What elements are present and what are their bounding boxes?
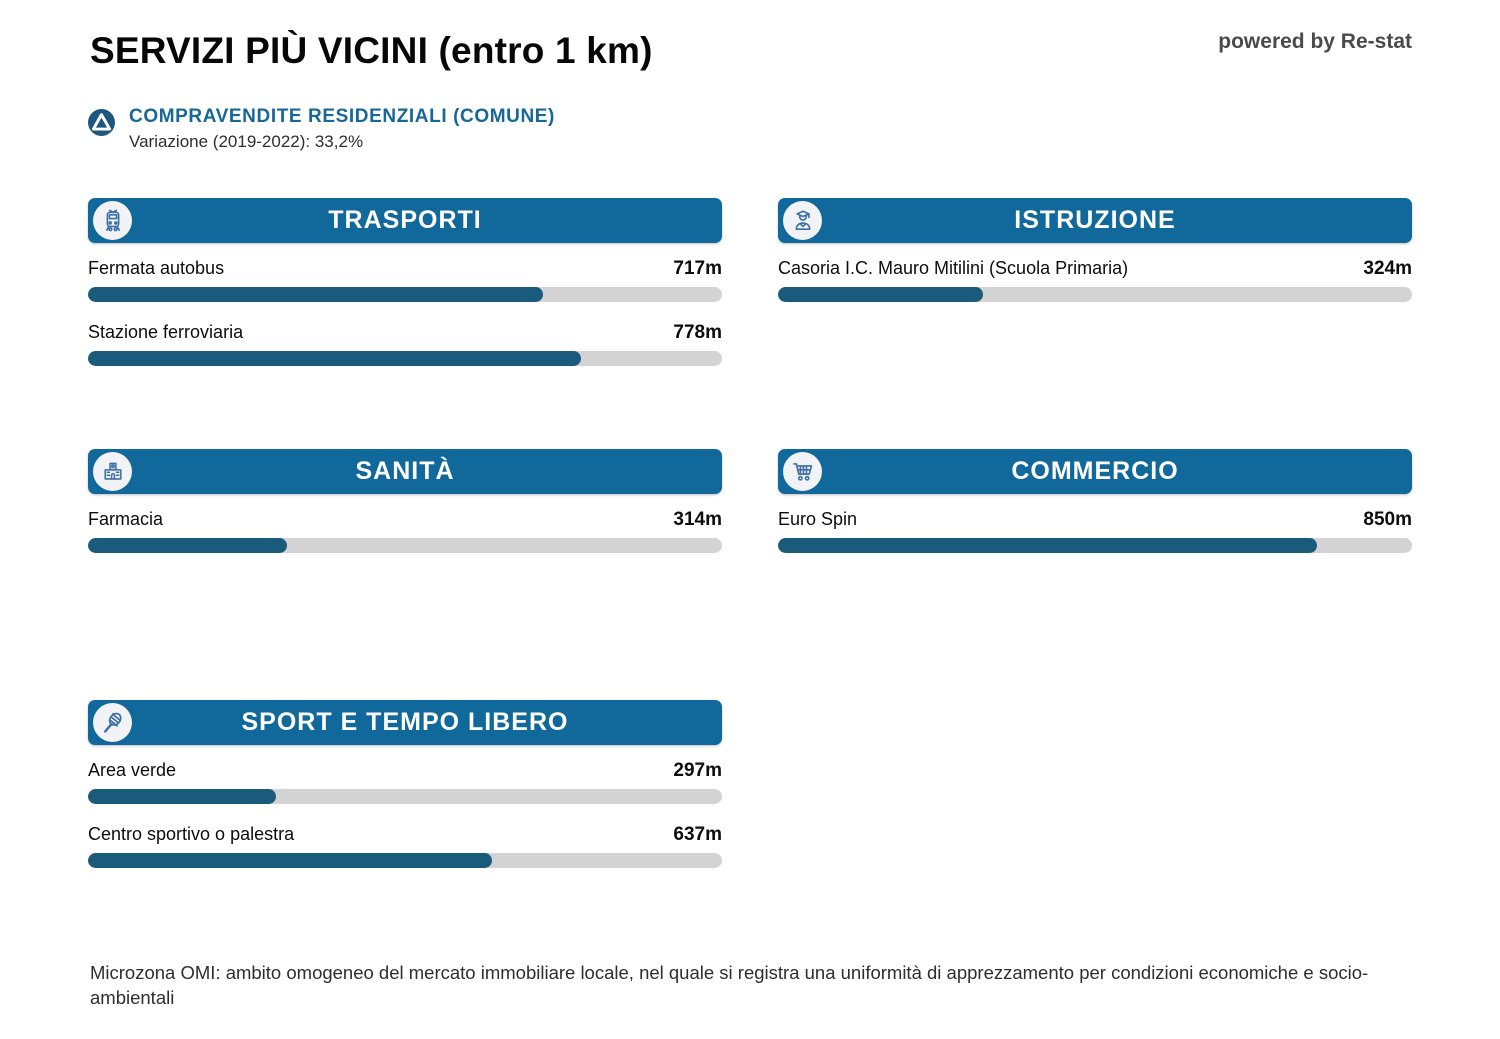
hospital-icon [93, 452, 132, 491]
service-item: Euro Spin 850m [778, 509, 1412, 553]
racket-icon [93, 703, 132, 742]
microzona-footnote: Microzona OMI: ambito omogeneo del merca… [90, 962, 1369, 1008]
service-item: Area verde 297m [88, 760, 722, 804]
triangle-up-icon [88, 109, 115, 136]
service-label: Stazione ferroviaria [88, 322, 244, 342]
service-label: Centro sportivo o palestra [88, 824, 295, 844]
service-item: Fermata autobus 717m [88, 258, 722, 302]
section-header-istruzione: ISTRUZIONE [778, 198, 1412, 243]
section-commercio: COMMERCIO Euro Spin 850m [778, 449, 1412, 553]
distance-bar-track [778, 538, 1412, 553]
distance-bar-track [88, 789, 722, 804]
section-title: ISTRUZIONE [1014, 206, 1176, 234]
service-label: Euro Spin [778, 509, 858, 529]
section-header-trasporti: TRASPORTI [88, 198, 722, 243]
section-sport: SPORT E TEMPO LIBERO Area verde 297m Cen… [88, 700, 722, 868]
distance-bar-fill [88, 538, 288, 553]
powered-by-label: powered by Re-stat [1218, 30, 1412, 53]
distance-bar-fill [778, 538, 1317, 553]
distance-bar-track [88, 538, 722, 553]
distance-bar-track [88, 853, 722, 868]
service-label: Casoria I.C. Mauro Mitilini (Scuola Prim… [778, 258, 1129, 278]
distance-bar-fill [88, 351, 582, 366]
service-label: Fermata autobus [88, 258, 225, 278]
distance-bar-track [88, 351, 722, 366]
compravendite-summary: COMPRAVENDITE RESIDENZIALI (COMUNE) Vari… [88, 106, 555, 152]
service-label: Area verde [88, 760, 177, 780]
distance-bar-track [778, 287, 1412, 302]
service-distance: 637m [673, 824, 722, 845]
service-distance: 314m [673, 509, 722, 530]
distance-bar-track [88, 287, 722, 302]
summary-variation: Variazione (2019-2022): 33,2% [129, 132, 364, 151]
service-item: Stazione ferroviaria 778m [88, 322, 722, 366]
distance-bar-fill [88, 287, 543, 302]
service-item: Centro sportivo o palestra 637m [88, 824, 722, 868]
cart-icon [783, 452, 822, 491]
service-distance: 324m [1363, 258, 1412, 279]
section-title: SANITÀ [355, 457, 455, 485]
section-title: COMMERCIO [1011, 457, 1179, 485]
distance-bar-fill [778, 287, 984, 302]
service-item: Farmacia 314m [88, 509, 722, 553]
summary-text-block: COMPRAVENDITE RESIDENZIALI (COMUNE) Vari… [129, 106, 555, 152]
service-label: Farmacia [88, 509, 164, 529]
section-title: SPORT E TEMPO LIBERO [241, 708, 569, 736]
distance-bar-fill [88, 789, 277, 804]
section-header-commercio: COMMERCIO [778, 449, 1412, 494]
section-header-sport: SPORT E TEMPO LIBERO [88, 700, 722, 745]
section-trasporti: TRASPORTI Fermata autobus 717m Stazione … [88, 198, 722, 366]
graduate-icon [783, 201, 822, 240]
service-distance: 778m [673, 322, 722, 343]
page-title: SERVIZI PIÙ VICINI (entro 1 km) [90, 30, 653, 71]
train-icon [93, 201, 132, 240]
section-istruzione: ISTRUZIONE Casoria I.C. Mauro Mitilini (… [778, 198, 1412, 302]
summary-label: COMPRAVENDITE RESIDENZIALI (COMUNE) [129, 106, 555, 127]
section-header-sanita: SANITÀ [88, 449, 722, 494]
distance-bar-fill [88, 853, 492, 868]
service-distance: 850m [1363, 509, 1412, 530]
service-distance: 297m [673, 760, 722, 781]
section-sanita: SANITÀ Farmacia 314m [88, 449, 722, 553]
service-distance: 717m [673, 258, 722, 279]
service-item: Casoria I.C. Mauro Mitilini (Scuola Prim… [778, 258, 1412, 302]
section-title: TRASPORTI [328, 206, 482, 234]
